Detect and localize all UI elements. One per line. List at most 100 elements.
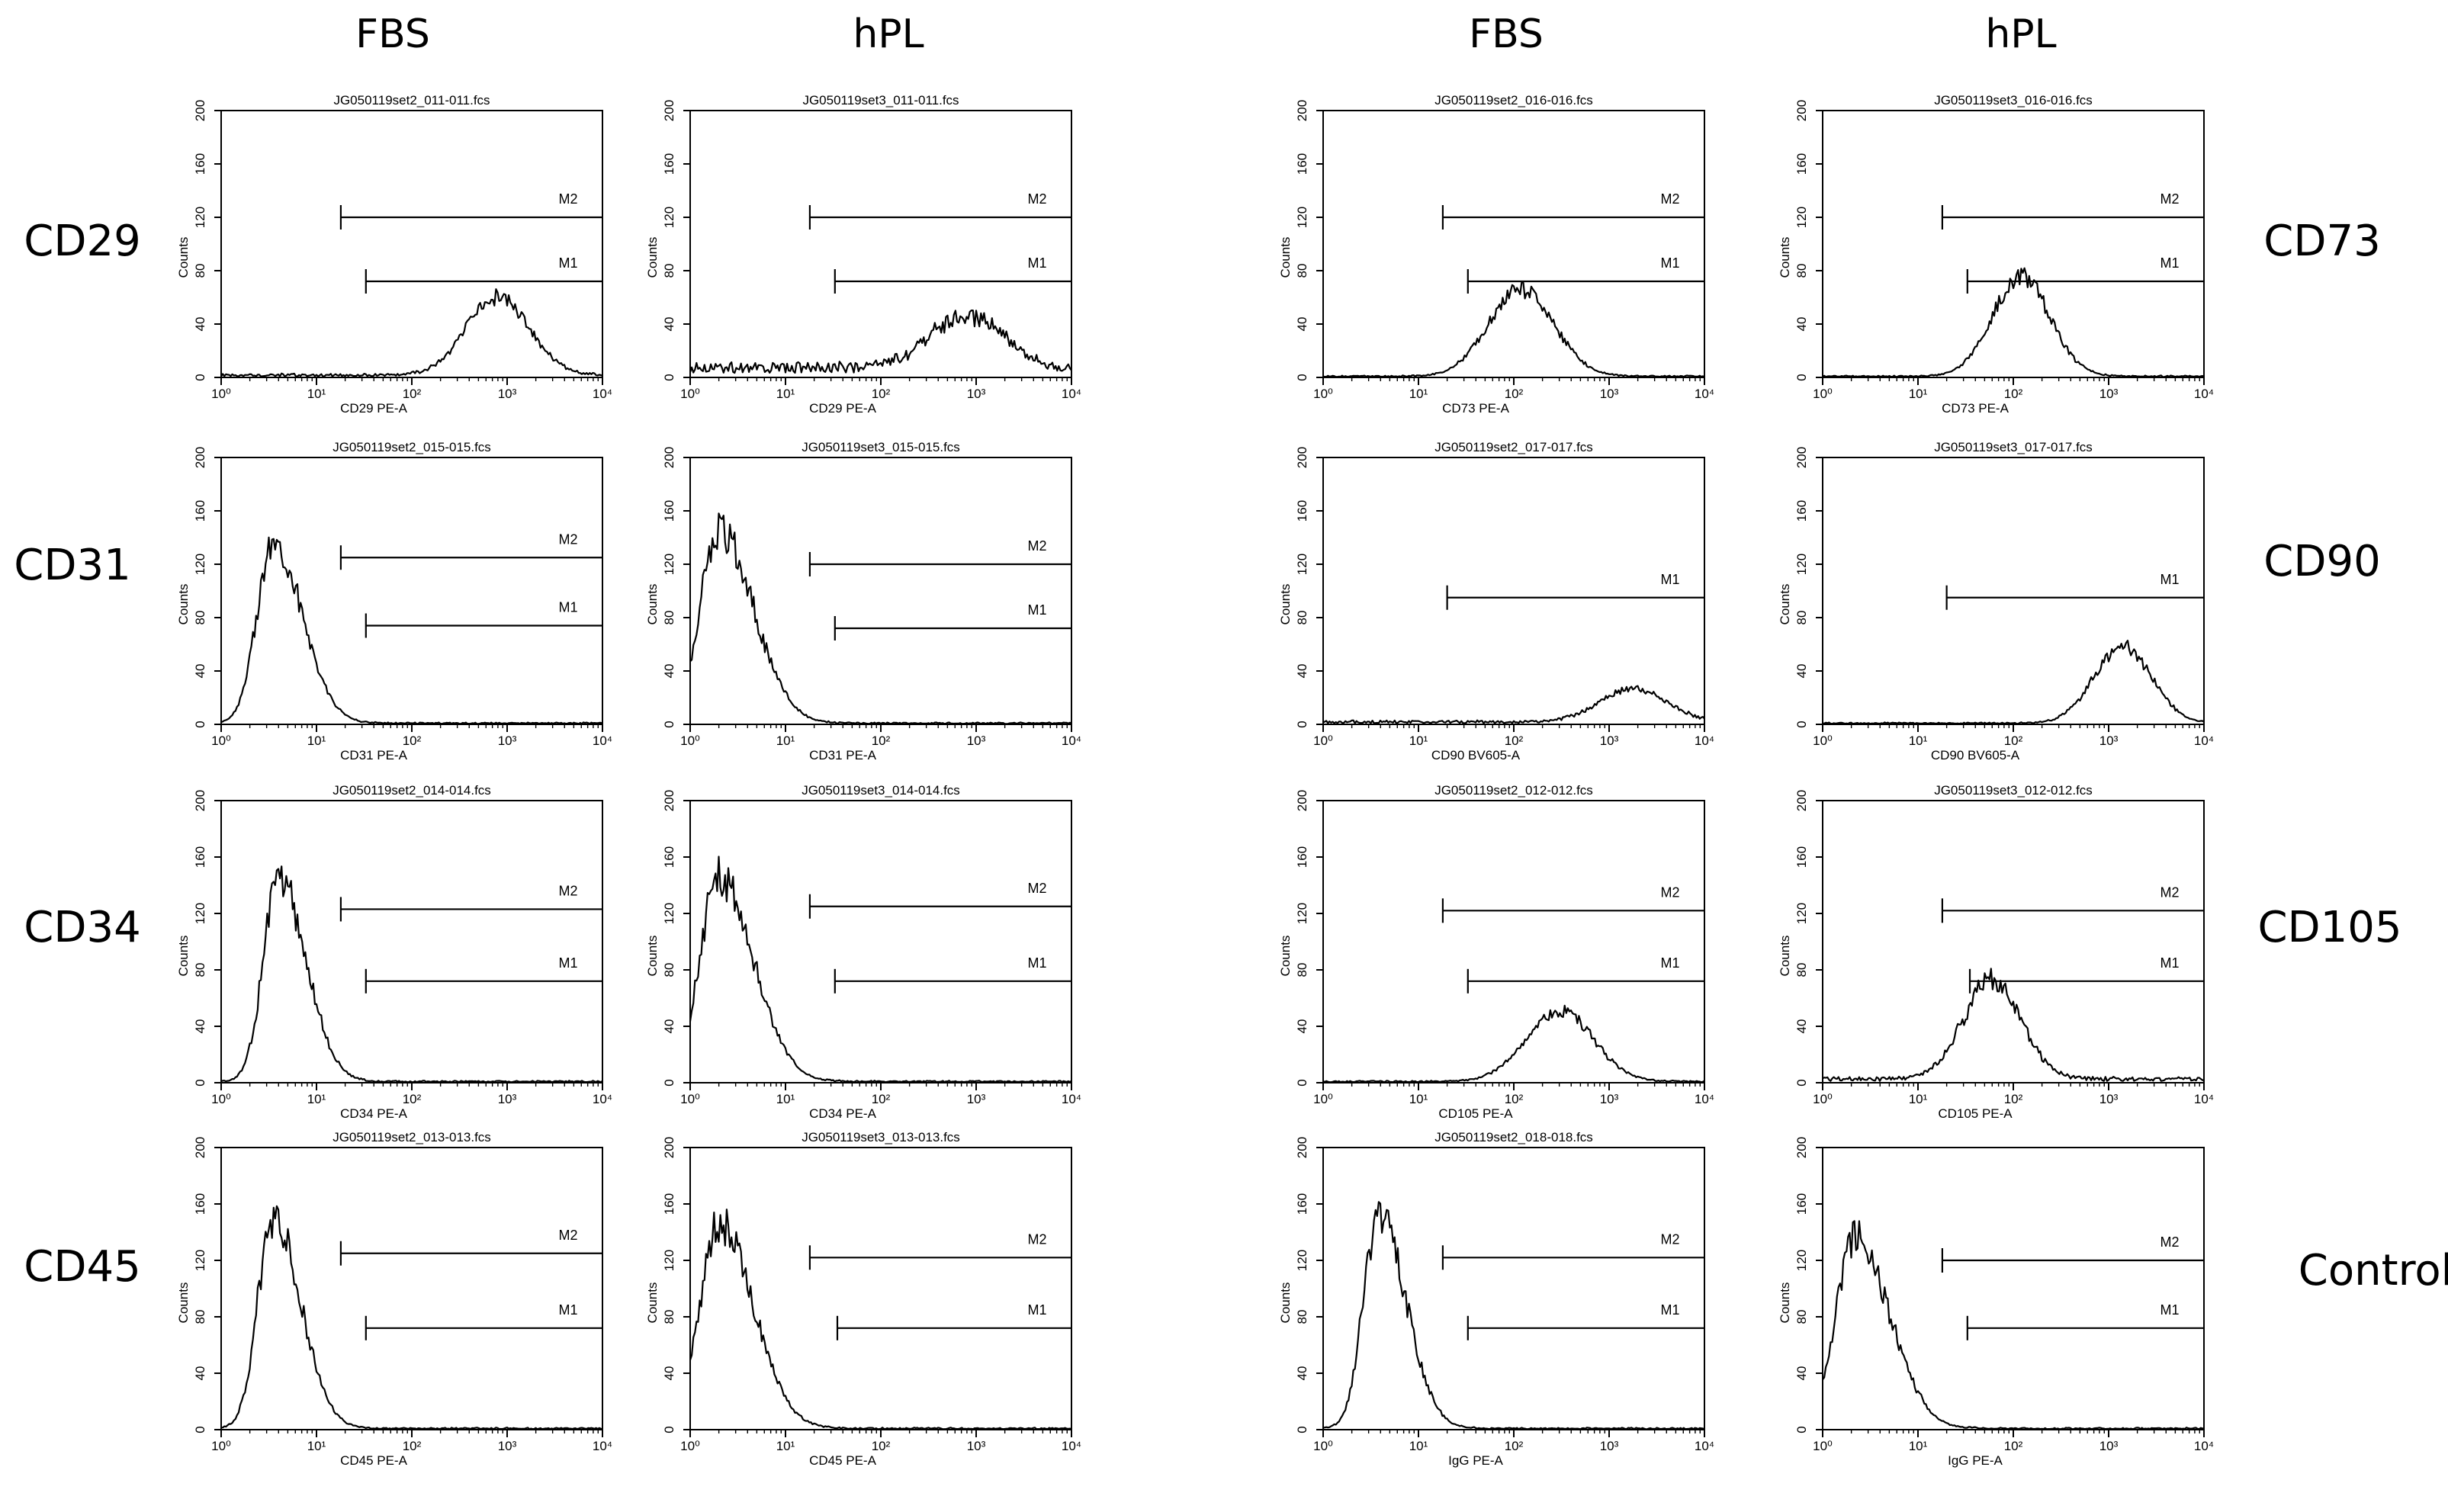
y-tick-label: 120 xyxy=(1794,554,1809,575)
x-tick-label: 10⁴ xyxy=(1062,1439,1081,1453)
y-tick-label: 40 xyxy=(193,1366,207,1381)
y-axis-label: Counts xyxy=(645,1282,660,1324)
panel-cd73-fbs: JG050119set2_016-016.fcs 0 40 80 120 160 200 Co… xyxy=(1278,93,1714,416)
x-tick-label: 10⁰ xyxy=(1813,387,1833,401)
gate-label: M2 xyxy=(558,531,577,547)
gate-label: M1 xyxy=(1660,255,1679,271)
y-tick-label: 0 xyxy=(662,374,676,380)
histogram-curve xyxy=(1322,1004,1705,1083)
x-tick-label: 10⁴ xyxy=(1062,1092,1081,1106)
x-tick-label: 10⁰ xyxy=(211,734,231,748)
x-tick-label: 10⁴ xyxy=(593,1092,612,1106)
panel-cd34-hpl: JG050119set3_014-014.fcs 0 40 80 120 160 200 Co… xyxy=(645,783,1081,1121)
y-axis-label: Counts xyxy=(645,936,660,977)
y-axis-label: Counts xyxy=(176,1282,191,1324)
gate-label: M1 xyxy=(2160,955,2179,971)
y-tick-label: 200 xyxy=(1295,1137,1309,1158)
x-tick-label: 10¹ xyxy=(1909,387,1928,401)
histogram-curve xyxy=(220,288,603,377)
x-tick-label: 10⁰ xyxy=(1813,1092,1833,1106)
y-tick-label: 200 xyxy=(1794,1137,1809,1158)
gate-label: M1 xyxy=(1027,602,1046,618)
y-tick-label: 40 xyxy=(193,664,207,679)
y-tick-label: 200 xyxy=(193,100,207,121)
y-tick-label: 160 xyxy=(193,153,207,175)
gate-label: M2 xyxy=(1660,1231,1679,1247)
x-axis-label: IgG PE-A xyxy=(1448,1453,1503,1468)
y-tick-label: 0 xyxy=(662,1426,676,1433)
plot-frame xyxy=(1322,457,1705,725)
y-tick-label: 80 xyxy=(662,264,676,278)
y-tick-label: 200 xyxy=(662,1137,676,1158)
panel-cd34-fbs: JG050119set2_014-014.fcs 0 40 80 120 160 200 Co… xyxy=(176,783,612,1121)
plot-frame xyxy=(220,800,603,1083)
plot-frame xyxy=(1322,800,1705,1083)
y-tick-label: 0 xyxy=(1794,1079,1809,1086)
gate-label: M1 xyxy=(558,1302,577,1318)
panel-title: JG050119set2_018-018.fcs xyxy=(1434,1130,1593,1144)
y-tick-label: 0 xyxy=(193,1079,207,1086)
x-axis-label: CD105 PE-A xyxy=(1438,1106,1513,1121)
gate-m2: M2 xyxy=(339,531,602,570)
x-tick-label: 10⁰ xyxy=(1313,734,1333,748)
gate-m2: M2 xyxy=(808,1231,1071,1270)
x-tick-label: 10¹ xyxy=(776,1092,795,1106)
x-tick-label: 10³ xyxy=(498,1092,517,1106)
y-tick-label: 120 xyxy=(662,1250,676,1271)
x-tick-label: 10² xyxy=(872,734,891,748)
plot-frame xyxy=(1322,1147,1705,1430)
y-tick-label: 200 xyxy=(193,447,207,468)
column-header-fbs-right: FBS xyxy=(1469,11,1544,57)
y-tick-label: 160 xyxy=(1295,153,1309,175)
x-axis-label: CD29 PE-A xyxy=(809,401,877,416)
y-tick-label: 120 xyxy=(193,903,207,924)
gate-m1: M1 xyxy=(1467,255,1704,294)
x-tick-label: 10³ xyxy=(967,1439,986,1453)
x-tick-label: 10² xyxy=(1505,387,1524,401)
gate-m1: M1 xyxy=(365,1302,602,1340)
histogram-curve xyxy=(1322,1201,1705,1430)
gate-label: M2 xyxy=(2160,191,2179,207)
histogram-curve xyxy=(689,1209,1072,1430)
histogram-curve xyxy=(689,856,1072,1083)
histogram-curve xyxy=(1822,968,2205,1082)
y-tick-label: 160 xyxy=(662,153,676,175)
y-tick-label: 40 xyxy=(1794,317,1809,332)
x-tick-label: 10² xyxy=(403,734,422,748)
gate-m1: M1 xyxy=(1467,955,1704,994)
y-tick-label: 80 xyxy=(1295,264,1309,278)
gate-m2: M2 xyxy=(1941,191,2204,230)
histogram-curve xyxy=(1322,281,1705,378)
x-tick-label: 10⁴ xyxy=(2194,1092,2214,1106)
x-axis-label: CD31 PE-A xyxy=(809,748,877,762)
x-tick-label: 10³ xyxy=(967,734,986,748)
y-tick-label: 0 xyxy=(193,1426,207,1433)
panel-cd105-fbs: JG050119set2_012-012.fcs 0 40 80 120 160 200 Co… xyxy=(1278,783,1714,1121)
x-tick-label: 10¹ xyxy=(307,387,326,401)
y-tick-label: 120 xyxy=(193,1250,207,1271)
x-tick-label: 10¹ xyxy=(1909,734,1928,748)
gate-m2: M2 xyxy=(1441,1231,1704,1270)
y-tick-label: 120 xyxy=(1794,207,1809,228)
y-tick-label: 0 xyxy=(1295,721,1309,727)
x-tick-label: 10⁰ xyxy=(1313,1092,1333,1106)
gate-label: M1 xyxy=(1027,1302,1046,1318)
y-axis-label: Counts xyxy=(1278,936,1293,977)
y-axis-label: Counts xyxy=(1278,584,1293,625)
y-tick-label: 40 xyxy=(193,317,207,332)
histogram-panels: JG050119set2_011-011.fcs 0 40 80 120 160 200 Co… xyxy=(176,93,2214,1468)
y-tick-label: 160 xyxy=(1295,846,1309,868)
x-axis-label: CD73 PE-A xyxy=(1942,401,2009,416)
x-tick-label: 10⁴ xyxy=(593,1439,612,1453)
gate-m1: M1 xyxy=(1966,255,2204,294)
y-tick-label: 80 xyxy=(193,264,207,278)
x-tick-label: 10¹ xyxy=(1409,387,1428,401)
x-tick-label: 10¹ xyxy=(1909,1092,1928,1106)
gate-label: M2 xyxy=(2160,1234,2179,1250)
gate-label: M2 xyxy=(1027,538,1046,554)
row-label-cd31: CD31 xyxy=(14,541,130,590)
y-tick-label: 80 xyxy=(662,611,676,625)
y-tick-label: 200 xyxy=(1295,100,1309,121)
gate-m1: M1 xyxy=(365,955,602,994)
y-tick-label: 80 xyxy=(1794,963,1809,978)
